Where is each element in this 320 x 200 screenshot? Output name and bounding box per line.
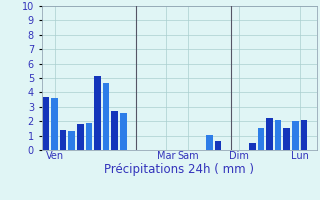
Bar [68,131,75,150]
Bar [275,120,281,150]
Bar [86,123,92,150]
Bar [266,118,273,150]
Bar [284,128,290,150]
Bar [120,113,126,150]
Bar [301,120,307,150]
Bar [249,143,256,150]
Bar [43,97,49,150]
Bar [292,121,299,150]
Bar [206,135,212,150]
Bar [215,141,221,150]
Bar [258,128,264,150]
Bar [111,111,118,150]
Bar [51,98,58,150]
X-axis label: Précipitations 24h ( mm ): Précipitations 24h ( mm ) [104,163,254,176]
Bar [77,124,84,150]
Bar [60,130,66,150]
Bar [94,76,101,150]
Bar [103,83,109,150]
